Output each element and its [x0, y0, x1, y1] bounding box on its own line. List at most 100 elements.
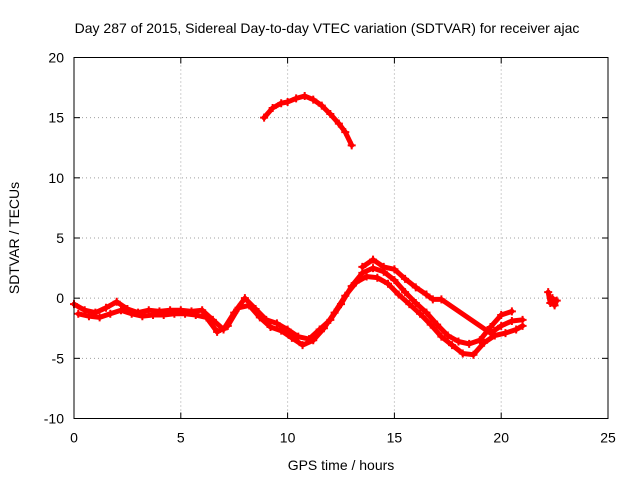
y-tick-labels: -10 -5 0 5 10 15 20 [44, 50, 64, 427]
data-point [159, 311, 168, 320]
x-tick-label: 10 [280, 430, 296, 446]
data-point [300, 92, 309, 101]
data-point [213, 327, 222, 336]
data-point [287, 333, 296, 342]
data-point [443, 331, 452, 340]
data-point [283, 98, 292, 107]
data-point [548, 294, 557, 303]
data-point [95, 313, 104, 322]
data-point [401, 288, 410, 297]
data-point [369, 255, 378, 264]
data-point [411, 283, 420, 292]
data-point [546, 298, 555, 307]
data-point [106, 309, 115, 318]
data-point [501, 329, 510, 338]
y-tick-label: 0 [56, 290, 64, 306]
data-point [112, 297, 121, 306]
series-isolated-cluster [544, 288, 561, 310]
data-point [266, 323, 275, 332]
data-point [330, 308, 339, 317]
data-point [497, 321, 506, 330]
data-point [144, 306, 153, 315]
grid-lines [74, 57, 608, 419]
data-point [428, 295, 437, 304]
data-point [411, 298, 420, 307]
chart-title: Day 287 of 2015, Sidereal Day-to-day VTE… [75, 20, 580, 36]
x-tick-label: 20 [493, 430, 509, 446]
data-point [507, 307, 516, 316]
data-point [202, 313, 211, 322]
data-point [550, 301, 559, 310]
data-point [394, 290, 403, 299]
data-point [362, 272, 371, 281]
series-trace [71, 265, 515, 347]
data-point [448, 341, 457, 350]
data-point [319, 324, 328, 333]
data-point [475, 336, 484, 345]
data-point [127, 309, 136, 318]
data-point [552, 296, 561, 305]
data-point [116, 306, 125, 315]
data-point [223, 321, 232, 330]
plot-frame [73, 57, 609, 419]
data-point [317, 101, 326, 110]
data-point [512, 325, 521, 334]
data-point [170, 309, 179, 318]
data-point [198, 306, 207, 315]
x-tick-label: 0 [70, 430, 78, 446]
data-point [373, 273, 382, 282]
x-tick-labels: 0 5 10 15 20 25 [70, 430, 616, 446]
data-point [518, 315, 527, 324]
x-tick-label: 25 [600, 430, 616, 446]
data-point [240, 294, 249, 303]
data-point [390, 276, 399, 285]
data-point [458, 349, 467, 358]
data-point [383, 279, 392, 288]
y-axis-label: SDTVAR / TECUs [6, 182, 22, 294]
data-point [422, 290, 431, 299]
data-point [347, 141, 356, 150]
data-point [334, 119, 343, 128]
x-axis-label: GPS time / hours [288, 457, 395, 473]
data-point [401, 274, 410, 283]
data-point [422, 308, 431, 317]
data-point [292, 94, 301, 103]
data-point [84, 312, 93, 321]
data-point [309, 95, 318, 104]
data-point [272, 319, 281, 328]
data-point [486, 329, 495, 338]
data-point [416, 309, 425, 318]
data-point [507, 317, 516, 326]
data-point [260, 113, 269, 122]
data-point [497, 311, 506, 320]
x-tick-label: 15 [387, 430, 403, 446]
data-point [341, 291, 350, 300]
series-main-band-b [74, 272, 527, 359]
data-point [326, 110, 335, 119]
x-tick-label: 5 [177, 430, 185, 446]
data-point [437, 295, 446, 304]
data-point [255, 313, 264, 322]
y-tick-label: 5 [56, 230, 64, 246]
data-point [309, 336, 318, 345]
data-point [268, 104, 277, 113]
data-point [405, 300, 414, 309]
data-series [70, 92, 561, 359]
data-point [437, 332, 446, 341]
data-point [465, 339, 474, 348]
data-point [351, 278, 360, 287]
data-point [138, 312, 147, 321]
data-point [544, 288, 553, 297]
data-point [341, 128, 350, 137]
data-point [191, 311, 200, 320]
data-point [469, 350, 478, 359]
data-point [390, 265, 399, 274]
data-point [74, 309, 83, 318]
data-point [379, 262, 388, 271]
y-tick-label: 15 [48, 110, 64, 126]
data-point [454, 337, 463, 346]
series-main-band-c [358, 255, 527, 338]
data-point [277, 326, 286, 335]
y-tick-label: 20 [48, 50, 64, 66]
